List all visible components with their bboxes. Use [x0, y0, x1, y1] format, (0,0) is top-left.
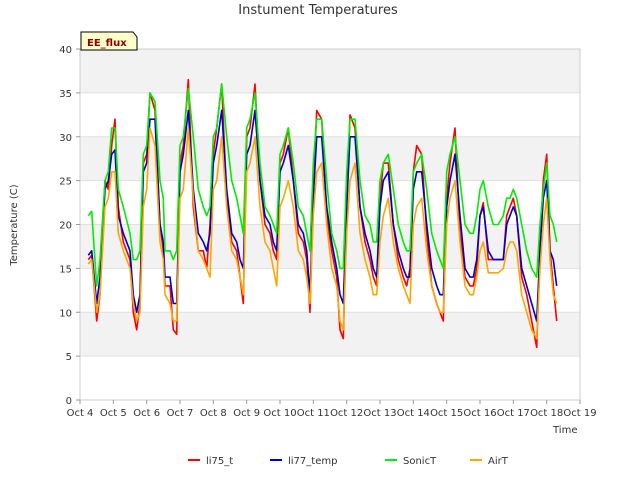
x-tick-label: Oct 4	[67, 408, 94, 419]
x-axis-label: Time	[552, 425, 577, 436]
x-tick-label: Oct 12	[330, 408, 363, 419]
legend-label-li75_t: li75_t	[206, 456, 233, 467]
y-tick-label: 15	[59, 264, 72, 275]
y-tick-label: 40	[59, 45, 72, 56]
x-tick-label: Oct 17	[497, 408, 530, 419]
y-tick-label: 35	[59, 89, 72, 100]
plot-band	[80, 136, 580, 181]
legend-label-SonicT: SonicT	[403, 456, 437, 467]
chart-title: Instument Temperatures	[238, 3, 398, 18]
x-axis-ticks: Oct 4 Oct 5 Oct 6 Oct 7 Oct 8 Oct 9 Oct 10 Oct …	[67, 400, 597, 419]
x-tick-label: Oct 13	[363, 408, 396, 419]
legend-label-li77_temp: li77_temp	[288, 456, 337, 467]
x-tick-label: Oct 10	[263, 408, 296, 419]
x-tick-label: Oct 11	[297, 408, 330, 419]
y-tick-label: 10	[59, 308, 72, 319]
y-tick-label: 20	[59, 221, 72, 232]
x-tick-label: Oct 9	[233, 408, 260, 419]
badge-label: EE_flux	[87, 38, 127, 49]
x-tick-label: Oct 18	[530, 408, 563, 419]
series-line-SonicT	[87, 83, 558, 287]
series-line-li77_temp	[87, 109, 558, 322]
ee-flux-badge: EE_flux	[80, 31, 138, 51]
y-tick-label: 0	[66, 396, 72, 407]
y-axis-ticks: 0 5 10 15 20 25 30 35 40	[59, 45, 80, 407]
x-tick-label: Oct 6	[133, 408, 160, 419]
x-tick-label: Oct 8	[200, 408, 227, 419]
series-lines	[87, 78, 558, 349]
legend-label-AirT: AirT	[488, 456, 509, 467]
y-tick-label: 5	[66, 352, 72, 363]
plot-band	[80, 49, 580, 93]
x-tick-label: Oct 16	[463, 408, 496, 419]
y-tick-label: 30	[59, 133, 72, 144]
x-tick-label: Oct 14	[397, 408, 430, 419]
legend: li75_t li77_temp SonicT AirT	[188, 456, 509, 467]
y-tick-label: 25	[59, 177, 72, 188]
y-axis-label: Temperature (C)	[9, 184, 20, 266]
x-tick-label: Oct 7	[167, 408, 194, 419]
series-line-AirT	[87, 127, 558, 340]
x-tick-label: Oct 19	[563, 408, 596, 419]
x-tick-label: Oct 5	[100, 408, 127, 419]
plot-band	[80, 312, 580, 357]
x-tick-label: Oct 15	[430, 408, 463, 419]
